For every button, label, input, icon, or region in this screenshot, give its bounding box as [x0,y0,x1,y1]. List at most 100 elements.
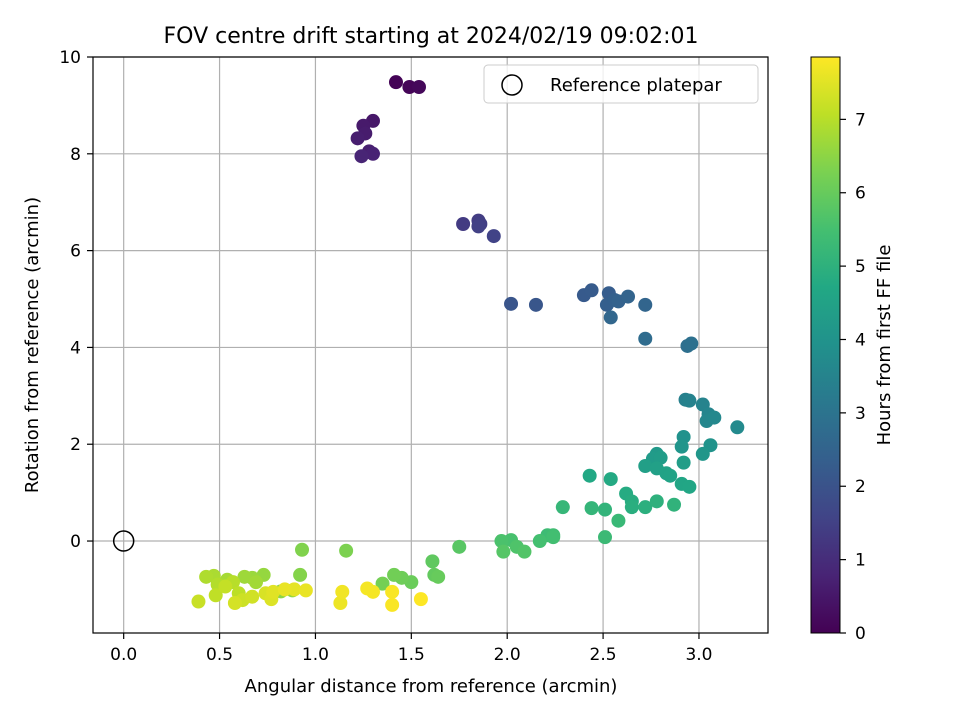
data-point [248,575,263,590]
colorbar-tick-label: 4 [855,330,866,350]
data-point [199,569,214,584]
data-point [365,584,380,599]
data-point [293,567,308,582]
data-point [295,542,310,557]
data-point [598,530,613,545]
y-tick-label: 4 [70,338,81,358]
colorbar-tick-label: 6 [855,184,866,204]
data-point [354,149,369,164]
data-point [674,439,689,454]
x-tick-label: 3.0 [685,645,712,665]
y-axis-ticks: 0 2 4 6 8 10 [59,48,93,552]
data-point [638,459,653,474]
data-point [388,75,403,90]
data-point [667,497,682,512]
data-point [385,584,400,599]
data-point [494,534,509,549]
data-point [191,594,206,609]
legend: Reference platepar [483,64,759,104]
colorbar-ticks: 0 1 2 3 4 5 6 7 [840,110,866,644]
data-point [504,296,519,311]
data-point [624,500,639,515]
data-point [611,513,626,528]
colorbar-tick-label: 0 [855,624,866,644]
data-point [546,530,561,545]
data-point [486,229,501,244]
data-point [528,297,543,312]
data-point [676,455,691,470]
colorbar-tick-label: 5 [855,257,866,277]
data-points [191,75,745,612]
data-point [555,500,570,515]
data-point [598,502,613,517]
colorbar-tick-label: 2 [855,477,866,497]
colorbar-gradient [810,56,841,634]
data-point [227,595,242,610]
colorbar-tick-label: 1 [855,551,866,571]
legend-marker-reference [501,74,523,96]
colorbar-tick-label: 7 [855,110,866,130]
plot-frame [92,56,769,634]
data-point [653,450,668,465]
data-point [266,584,281,599]
data-point [638,331,653,346]
colorbar: 0 1 2 3 4 5 6 7 Hours from first FF file [810,56,895,644]
legend-box [483,64,759,104]
legend-label-reference: Reference platepar [550,75,722,96]
data-point [695,446,710,461]
data-point [387,567,402,582]
y-tick-label: 6 [70,242,81,262]
data-point [582,468,597,483]
data-point [682,479,697,494]
data-point [682,393,697,408]
x-tick-label: 0.0 [110,645,137,665]
data-point [208,588,223,603]
reference-marker [112,530,135,552]
data-point [277,582,292,597]
data-point [385,597,400,612]
data-point [411,80,426,95]
data-point [603,472,618,487]
data-point [456,216,471,231]
x-tick-label: 2.5 [590,645,617,665]
data-point [365,146,380,161]
data-point [471,219,486,234]
data-point [621,289,636,304]
data-point [333,595,348,610]
data-point [584,501,599,516]
data-point [375,576,390,591]
data-point [684,336,699,351]
data-point [287,582,302,597]
x-tick-label: 0.5 [206,645,233,665]
data-point [730,420,745,435]
data-point [350,131,365,146]
data-point [237,569,252,584]
data-point [603,310,618,325]
data-point [413,592,428,607]
data-point [245,589,260,604]
data-point [649,494,664,509]
chart-title: FOV centre drift starting at 2024/02/19 … [164,24,699,49]
data-point [335,584,350,599]
data-point [431,569,446,584]
grid-lines [93,56,768,633]
data-point [402,80,417,95]
y-tick-label: 8 [70,145,81,165]
colorbar-tick-label: 3 [855,404,866,424]
x-tick-label: 1.0 [302,645,329,665]
y-tick-label: 0 [70,532,81,552]
data-point [452,539,467,554]
reference-point [112,530,135,552]
data-point [638,500,653,515]
data-point [707,410,722,425]
data-point [638,297,653,312]
y-tick-label: 2 [70,435,81,455]
data-point [298,583,313,598]
colorbar-label: Hours from first FF file [874,245,895,446]
x-axis-ticks: 0.0 0.5 1.0 1.5 2.0 2.5 3.0 [110,633,712,665]
y-axis-label: Rotation from reference (arcmin) [22,197,43,493]
data-point [584,283,599,298]
x-axis-label: Angular distance from reference (arcmin) [245,676,618,697]
